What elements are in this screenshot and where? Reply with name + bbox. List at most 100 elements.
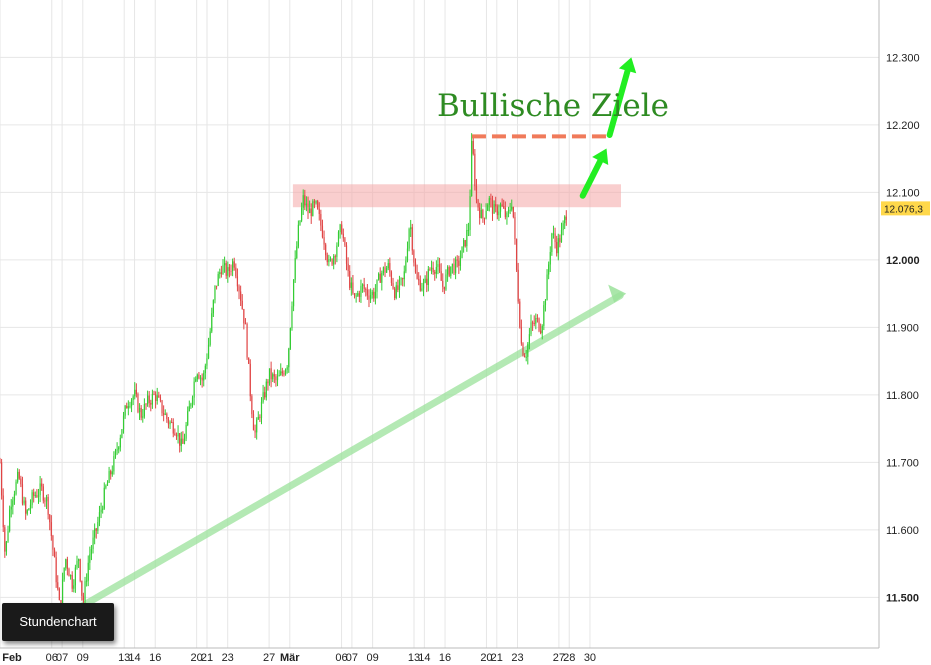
candle-body (203, 373, 205, 381)
candle-body (26, 510, 28, 514)
candle-body (331, 259, 333, 265)
candle-body (530, 322, 532, 335)
candle-body (386, 268, 388, 273)
candle-body (509, 209, 511, 211)
candle-body (477, 199, 479, 208)
candle-body (127, 406, 129, 409)
candle-body (148, 395, 150, 403)
candle-body (31, 492, 33, 505)
candle-body (134, 389, 136, 397)
candle-body (260, 401, 263, 418)
candle-body (87, 562, 89, 581)
candle-body (236, 276, 239, 287)
candle-body (445, 274, 447, 290)
candle-body (495, 204, 497, 207)
annotation-title: Bullische Ziele (437, 88, 669, 124)
candle-body (84, 581, 86, 601)
candle-body (483, 218, 486, 220)
candle-body (474, 153, 476, 187)
candle-body (548, 264, 550, 275)
candle-body (10, 506, 12, 510)
candle-body (438, 264, 441, 272)
candle-body (294, 258, 296, 280)
x-tick-label: 14 (418, 652, 430, 664)
candle-body (418, 278, 420, 281)
candle-body (535, 318, 537, 324)
candle-body (541, 325, 543, 334)
candle-body (281, 371, 283, 374)
candle-body (5, 541, 8, 552)
candle-body (358, 293, 360, 297)
candle-body (187, 411, 189, 425)
candle-body (336, 245, 338, 257)
candle-body (227, 267, 229, 276)
x-tick-label: 06 (335, 652, 347, 664)
candle-body (185, 424, 187, 439)
candle-body (257, 416, 259, 420)
candle-body (310, 208, 312, 217)
y-tick-label: 12.200 (886, 120, 920, 132)
candle-body (374, 291, 376, 299)
candle-body (538, 318, 540, 331)
candle-body (97, 522, 99, 531)
candle-body (347, 263, 349, 272)
candle-body (177, 433, 179, 437)
candle-body (63, 567, 65, 580)
candle-body (105, 485, 107, 488)
candle-body (138, 407, 141, 413)
x-tick-label: 13 (408, 652, 420, 664)
candle-body (297, 224, 299, 247)
candle-body (98, 512, 101, 523)
candle-body (501, 204, 503, 207)
candle-body (326, 255, 328, 263)
candle-body (302, 195, 304, 208)
candle-body (564, 216, 566, 224)
candle-body (320, 214, 322, 226)
candle-body (333, 256, 335, 265)
candle-body (292, 279, 295, 307)
candle-body (451, 263, 453, 267)
y-tick-label: 11.600 (886, 525, 919, 537)
target-arrow-shaft (579, 158, 604, 199)
candle-body (507, 209, 510, 213)
candle-body (223, 263, 226, 266)
candle-body (156, 395, 158, 401)
candle-body (151, 393, 154, 405)
candle-body (33, 492, 35, 496)
candle-body (291, 306, 293, 329)
candle-body (126, 405, 128, 409)
candle-body (554, 233, 556, 243)
candle-body (378, 273, 380, 280)
candle-body (461, 246, 463, 259)
candle-body (376, 279, 378, 292)
candle-body (129, 406, 131, 408)
x-tick-label: 28 (563, 652, 575, 664)
candle-body (472, 140, 474, 154)
candle-body (275, 376, 277, 381)
candle-body (304, 195, 306, 206)
candle-body (499, 204, 502, 212)
candle-body (437, 264, 439, 267)
candle-body (459, 258, 462, 266)
candle-body (25, 500, 27, 514)
candle-body (49, 514, 51, 523)
candle-body (146, 395, 149, 405)
candle-body (254, 430, 256, 433)
candle-body (256, 419, 258, 433)
candle-body (15, 481, 17, 495)
candle-body (384, 267, 386, 273)
candle-body (479, 207, 481, 219)
candle-body (100, 509, 102, 513)
candle-body (325, 244, 327, 256)
candle-body (453, 263, 455, 274)
candle-body (94, 528, 96, 538)
candle-body (153, 393, 155, 395)
candle-body (557, 238, 559, 254)
candle-body (95, 528, 97, 531)
candle-body (69, 575, 72, 577)
candle-body (422, 282, 425, 289)
candle-body (321, 225, 324, 238)
candle-body (230, 270, 232, 272)
candle-body (246, 323, 248, 358)
